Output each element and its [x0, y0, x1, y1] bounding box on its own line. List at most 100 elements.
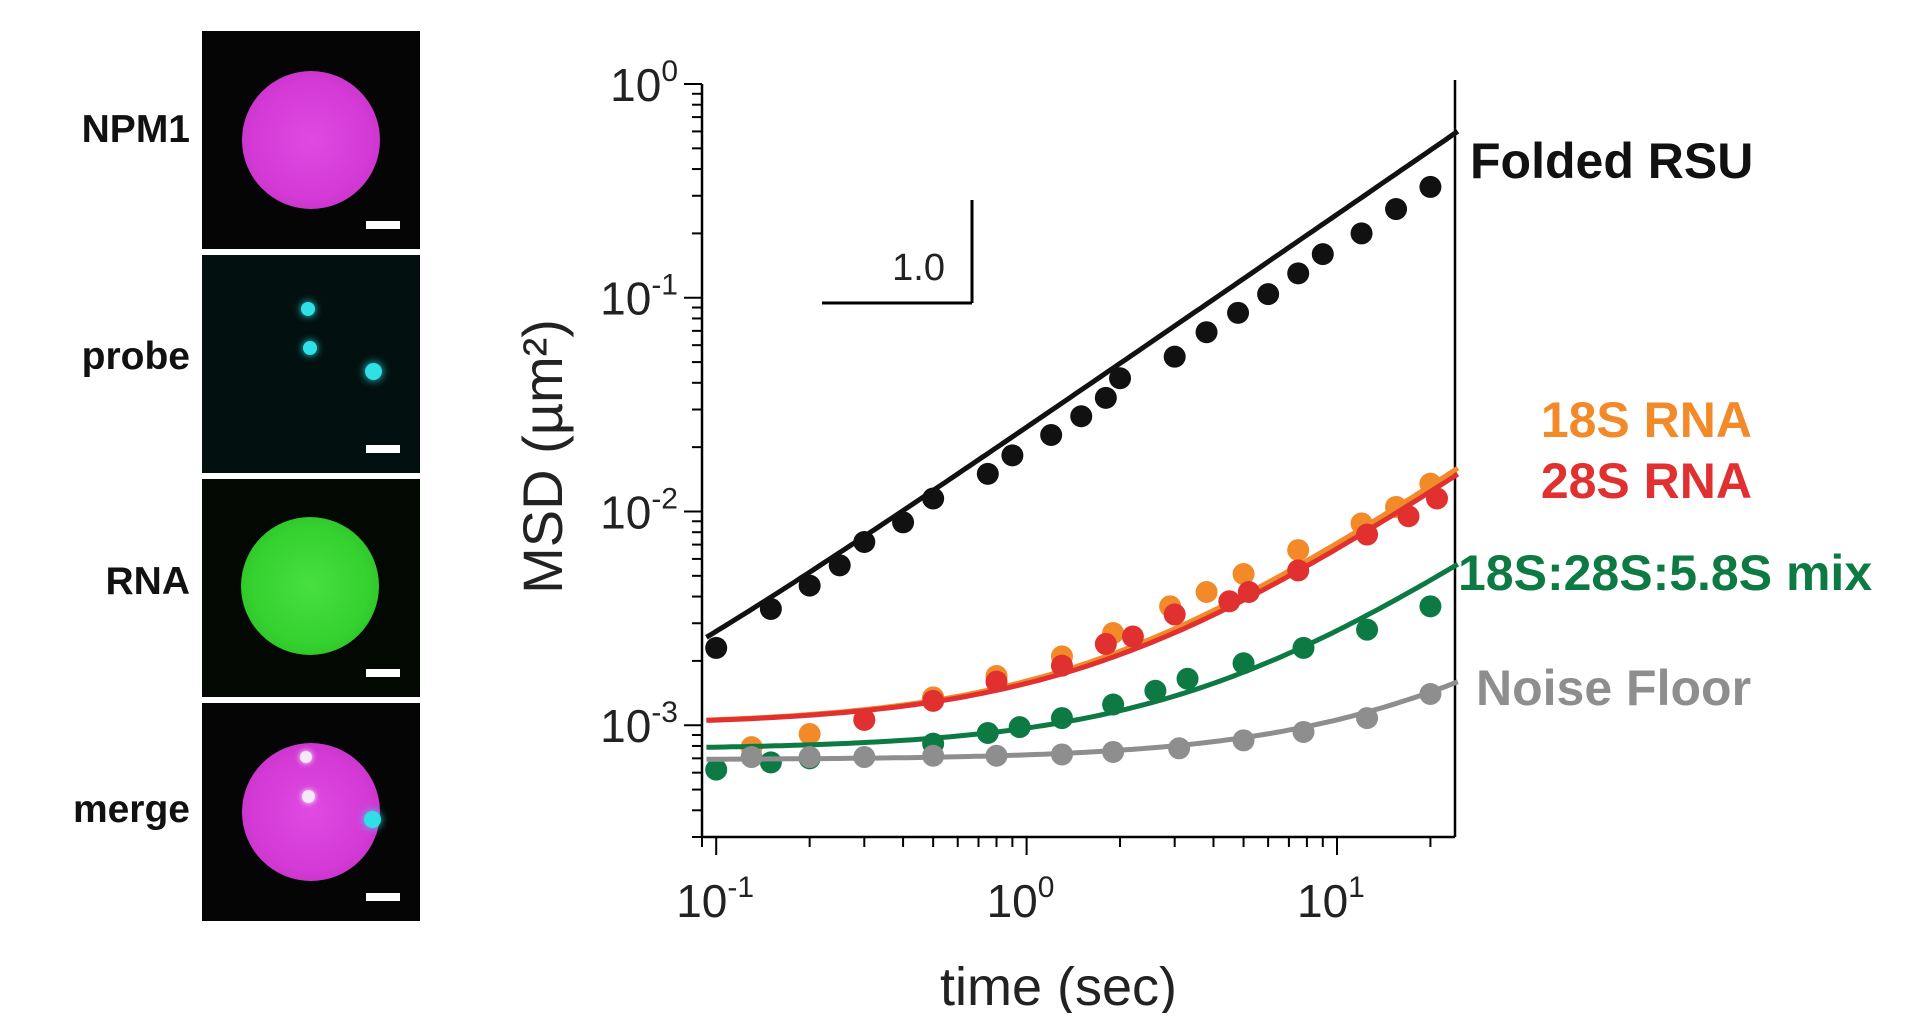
- series-label: 28S RNA: [1541, 453, 1752, 509]
- data-point: [1292, 636, 1315, 659]
- series-label: 18S RNA: [1541, 392, 1752, 448]
- data-point: [1094, 386, 1117, 409]
- data-point: [1385, 198, 1408, 221]
- data-point: [922, 744, 945, 767]
- scalebar: [366, 445, 400, 453]
- data-point: [922, 487, 945, 510]
- data-point: [1356, 707, 1379, 730]
- data-point: [1195, 581, 1218, 604]
- scalebar: [366, 669, 400, 677]
- y-axis-label: MSD (µm²): [511, 319, 574, 594]
- merge-probe-dot: [364, 811, 381, 828]
- data-point: [759, 597, 782, 620]
- series-label: 18S:28S:5.8S mix: [1458, 545, 1872, 601]
- x-tick-label: 100: [987, 871, 1055, 927]
- data-point: [1168, 737, 1191, 760]
- data-point: [740, 746, 763, 769]
- microscopy-panels: NPM1 probe RNA merge: [0, 0, 440, 1013]
- panel-label-merge: merge: [72, 788, 190, 831]
- data-point: [1237, 581, 1260, 604]
- y-tick-label: 10-1: [600, 269, 678, 325]
- panel-label-rna: RNA: [105, 560, 191, 603]
- data-point: [828, 554, 851, 577]
- panel-label-npm1: NPM1: [81, 108, 190, 151]
- data-point: [1257, 283, 1280, 306]
- data-point: [1419, 683, 1442, 706]
- fit-line: [706, 466, 1460, 723]
- data-point: [1425, 487, 1448, 510]
- data-point: [798, 746, 821, 769]
- data-point: [976, 721, 999, 744]
- merge-probe-dot: [300, 751, 312, 763]
- data-point: [1094, 632, 1117, 655]
- data-point: [892, 511, 915, 534]
- fit-line: [705, 129, 1460, 640]
- panel-image-rna: [202, 479, 420, 697]
- data-point: [1232, 652, 1255, 675]
- probe-dot: [301, 302, 315, 316]
- data-point: [1232, 729, 1255, 752]
- data-point: [1040, 423, 1063, 446]
- data-point: [1218, 590, 1241, 613]
- scalebar: [366, 221, 400, 229]
- rna-droplet: [241, 517, 379, 655]
- data-point: [1070, 405, 1093, 428]
- data-point: [1227, 301, 1250, 324]
- data-point: [1102, 693, 1125, 716]
- data-point: [1163, 603, 1186, 626]
- data-point: [985, 744, 1008, 767]
- data-point: [1109, 367, 1132, 390]
- y-tick-label: 100: [610, 55, 678, 111]
- probe-dot: [365, 363, 382, 380]
- data-point: [1008, 716, 1031, 739]
- y-tick-label: 10-2: [600, 482, 678, 538]
- probe-dot: [303, 341, 317, 355]
- data-point: [1311, 243, 1334, 266]
- slope-marker-label: 1.0: [892, 247, 945, 289]
- data-point: [985, 670, 1008, 693]
- data-point: [798, 722, 821, 745]
- data-point: [976, 462, 999, 485]
- msd-chart: 100 10-1 10-2 10-3 10-1 100 101 time (sec) MSD (…: [440, 0, 1920, 1017]
- data-point: [1419, 595, 1442, 618]
- data-point: [705, 758, 728, 781]
- x-axis-label: time (sec): [940, 957, 1177, 1013]
- data-point: [705, 636, 728, 659]
- data-point: [853, 530, 876, 553]
- fit-line: [706, 562, 1460, 750]
- scalebar: [366, 893, 400, 901]
- panel-label-probe: probe: [81, 335, 190, 378]
- y-tick-label: 10-3: [600, 696, 678, 752]
- data-point: [1050, 743, 1073, 766]
- data-point: [1102, 740, 1125, 763]
- panel-image-npm1: [202, 31, 420, 249]
- merge-probe-dot: [302, 790, 315, 803]
- series-label: Noise Floor: [1476, 660, 1751, 716]
- data-point: [1287, 559, 1310, 582]
- fit-line: [706, 471, 1460, 723]
- data-point: [1356, 618, 1379, 641]
- data-point: [1232, 562, 1255, 585]
- panel-image-merge: [202, 703, 420, 921]
- x-tick-label: 101: [1297, 871, 1365, 927]
- fit-line: [706, 679, 1459, 762]
- merge-droplet: [242, 743, 380, 881]
- data-point: [922, 689, 945, 712]
- data-point: [1195, 321, 1218, 344]
- data-point: [1419, 175, 1442, 198]
- data-point: [1163, 345, 1186, 368]
- data-point: [1356, 523, 1379, 546]
- data-point: [1144, 679, 1167, 702]
- data-point: [1350, 222, 1373, 245]
- data-point: [1050, 707, 1073, 730]
- data-point: [759, 751, 782, 774]
- x-tick-label: 10-1: [676, 871, 754, 927]
- data-point: [1397, 505, 1420, 528]
- data-point: [853, 746, 876, 769]
- data-point: [1287, 539, 1310, 562]
- data-point: [853, 708, 876, 731]
- data-point: [1287, 262, 1310, 285]
- data-point: [1001, 444, 1024, 467]
- data-point: [1121, 625, 1144, 648]
- data-point: [1292, 720, 1315, 743]
